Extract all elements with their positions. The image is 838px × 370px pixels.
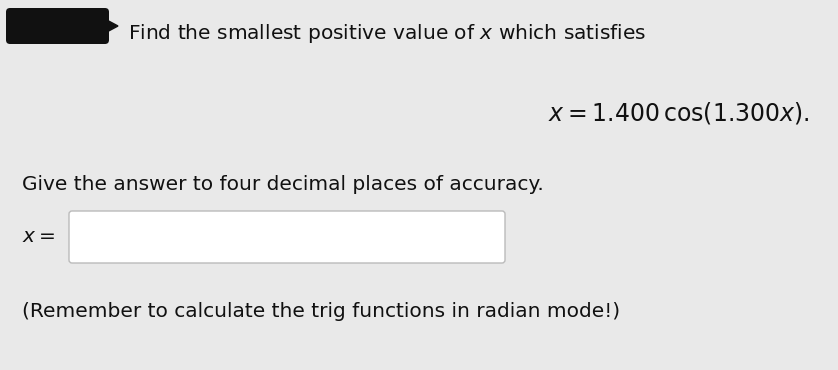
FancyBboxPatch shape [6,8,109,44]
Polygon shape [103,18,118,34]
Text: $x =$: $x =$ [22,228,55,246]
Text: $x = 1.400\,\mathrm{cos}(1.300x).$: $x = 1.400\,\mathrm{cos}(1.300x).$ [548,100,810,126]
Text: Give the answer to four decimal places of accuracy.: Give the answer to four decimal places o… [22,175,544,194]
Text: Find the smallest positive value of $x$ which satisfies: Find the smallest positive value of $x$ … [128,22,646,45]
FancyBboxPatch shape [69,211,505,263]
Text: (Remember to calculate the trig functions in radian mode!): (Remember to calculate the trig function… [22,302,620,321]
